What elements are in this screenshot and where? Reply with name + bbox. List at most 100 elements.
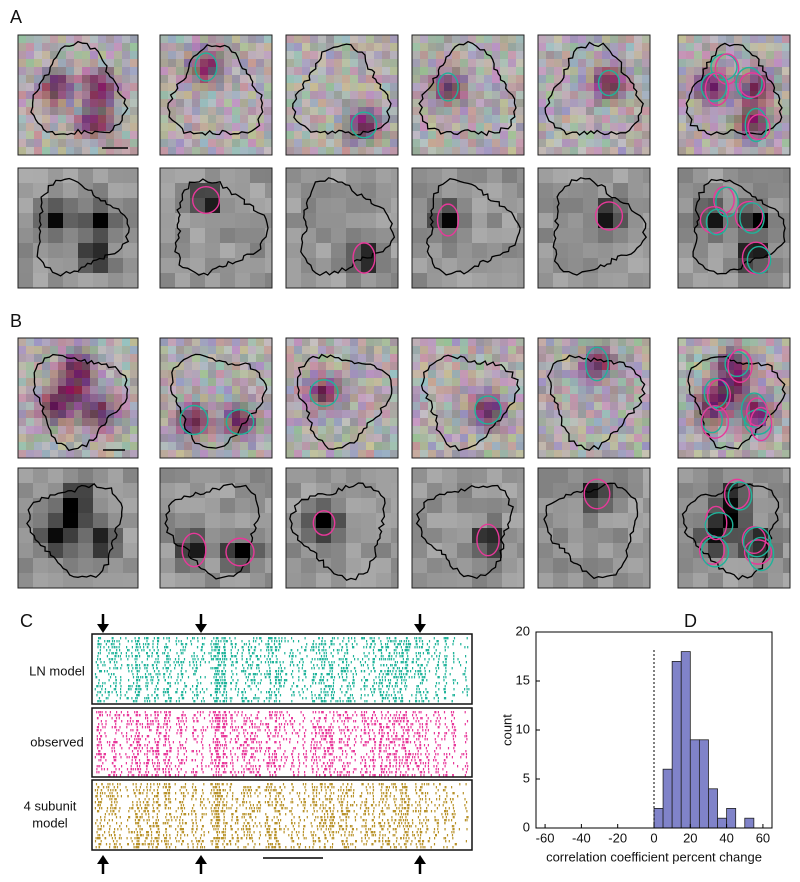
- pixel: [350, 434, 358, 442]
- pixel: [726, 115, 734, 123]
- pixel: [130, 426, 138, 434]
- spike-train: [98, 828, 467, 830]
- pixel: [50, 410, 58, 418]
- pixel: [168, 418, 176, 426]
- pixel: [160, 115, 168, 123]
- pixel: [546, 75, 554, 83]
- pixel: [538, 426, 546, 434]
- pixel: [427, 558, 442, 573]
- pixel: [390, 131, 398, 139]
- spike-train: [97, 783, 467, 785]
- pixel: [93, 543, 108, 558]
- pixel: [484, 91, 492, 99]
- pixel: [350, 394, 358, 402]
- pixel: [702, 115, 710, 123]
- pixel: [554, 346, 562, 354]
- pixel: [570, 99, 578, 107]
- pixel: [586, 91, 594, 99]
- pixel: [366, 346, 374, 354]
- pixel: [428, 147, 436, 155]
- pixel: [428, 386, 436, 394]
- pixel: [160, 107, 168, 115]
- pixel: [74, 107, 82, 115]
- pixel: [738, 468, 753, 483]
- pixel: [331, 183, 346, 198]
- pixel: [758, 35, 766, 43]
- pixel: [783, 543, 790, 558]
- pixel: [366, 83, 374, 91]
- pixel: [568, 258, 583, 273]
- pixel: [358, 123, 366, 131]
- pixel: [686, 442, 694, 450]
- pixel: [642, 75, 650, 83]
- pixel: [594, 386, 602, 394]
- pixel: [310, 370, 318, 378]
- pixel: [310, 51, 318, 59]
- pixel: [678, 543, 693, 558]
- pixel: [710, 83, 718, 91]
- pixel: [517, 273, 524, 288]
- pixel: [123, 198, 138, 213]
- pixel: [742, 386, 750, 394]
- pixel: [58, 131, 66, 139]
- pixel: [256, 450, 264, 458]
- pixel: [553, 498, 568, 513]
- pixel: [487, 498, 502, 513]
- pixel: [618, 386, 626, 394]
- pixel: [342, 418, 350, 426]
- pixel: [613, 228, 628, 243]
- pixel: [726, 139, 734, 147]
- pixel: [90, 99, 98, 107]
- pixel: [216, 418, 224, 426]
- pixel: [613, 528, 628, 543]
- pixel: [114, 394, 122, 402]
- pixel: [508, 450, 516, 458]
- pixel: [224, 51, 232, 59]
- pixel: [256, 43, 264, 51]
- spike-train: [97, 685, 467, 687]
- pixel: [517, 543, 524, 558]
- pixel: [286, 338, 294, 346]
- pixel: [208, 394, 216, 402]
- pixel: [436, 99, 444, 107]
- pixel: [694, 386, 702, 394]
- pixel: [42, 338, 50, 346]
- pixel: [643, 243, 650, 258]
- pixel: [334, 83, 342, 91]
- pixel: [34, 346, 42, 354]
- pixel: [302, 450, 310, 458]
- pixel: [58, 67, 66, 75]
- pixel: [256, 338, 264, 346]
- pixel: [618, 123, 626, 131]
- pixel: [391, 468, 398, 483]
- pixel: [710, 338, 718, 346]
- pixel: [444, 402, 452, 410]
- pixel: [264, 378, 272, 386]
- pixel: [500, 386, 508, 394]
- pixel: [366, 354, 374, 362]
- pixel: [326, 99, 334, 107]
- pixel: [358, 139, 366, 147]
- pixel: [768, 198, 783, 213]
- pixel: [122, 418, 130, 426]
- pixel: [350, 346, 358, 354]
- pixel: [538, 573, 553, 588]
- pixel: [122, 115, 130, 123]
- pixel: [26, 434, 34, 442]
- pixel: [208, 91, 216, 99]
- pixel: [538, 131, 546, 139]
- pixel: [66, 139, 74, 147]
- pixel: [626, 434, 634, 442]
- pixel: [160, 198, 175, 213]
- pixel: [176, 338, 184, 346]
- pixel: [326, 91, 334, 99]
- pixel: [602, 35, 610, 43]
- pixel: [782, 59, 790, 67]
- pixel: [326, 107, 334, 115]
- pixel: [318, 450, 326, 458]
- pixel: [216, 346, 224, 354]
- pixel: [554, 450, 562, 458]
- pixel: [538, 354, 546, 362]
- pixel: [58, 378, 66, 386]
- pixel: [184, 43, 192, 51]
